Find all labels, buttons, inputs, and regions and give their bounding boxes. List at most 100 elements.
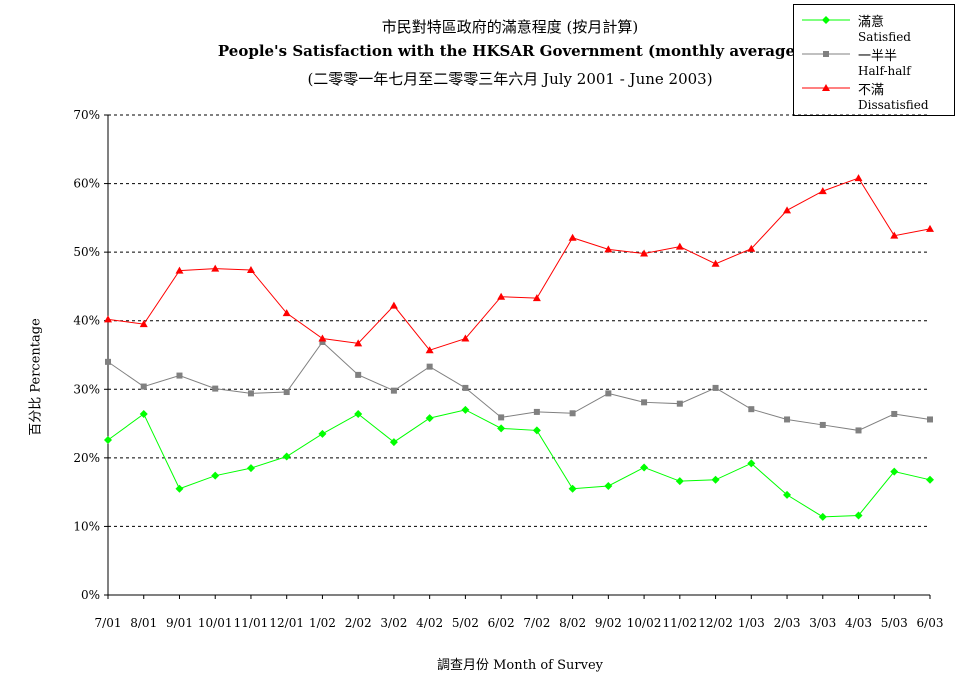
y-tick-label: 60% (73, 177, 100, 191)
x-axis-label: 調查月份 Month of Survey (436, 658, 604, 673)
legend-label-dissatisfied-zh: 不滿 (858, 83, 885, 98)
x-tick-label: 1/03 (738, 616, 765, 630)
x-tick-label: 4/02 (416, 616, 443, 630)
data-point-satisfied (139, 409, 148, 418)
data-point-dissatisfied (747, 244, 756, 252)
data-point-satisfied (783, 490, 792, 499)
data-point-satisfied (246, 464, 255, 473)
data-point-dissatisfied (532, 294, 541, 302)
x-tick-label: 2/03 (774, 616, 801, 630)
chart-subtitle-range: (二零零一年七月至二零零三年六月 July 2001 - June 2003) (307, 70, 713, 88)
data-point-satisfied (747, 459, 756, 468)
x-tick-label: 1/02 (309, 616, 336, 630)
legend-label-half-half-en: Half-half (858, 64, 911, 78)
y-tick-label: 70% (73, 108, 100, 122)
data-point-dissatisfied (389, 301, 398, 309)
series-line-satisfied (107, 409, 931, 518)
data-point-satisfied (175, 484, 184, 493)
x-tick-label: 10/02 (627, 616, 662, 630)
data-point-half-half (819, 421, 826, 428)
y-tick-label: 30% (73, 382, 100, 396)
x-tick-label: 6/02 (488, 616, 515, 630)
data-point-half-half (105, 358, 111, 365)
data-point-dissatisfied (640, 249, 649, 257)
data-point-half-half (390, 387, 397, 394)
x-tick-label: 12/01 (269, 616, 304, 630)
data-point-dissatisfied (675, 242, 684, 250)
legend-item-half-half: 一半半 Half-half (802, 45, 952, 81)
legend-label-satisfied-en: Satisfied (858, 30, 911, 44)
data-point-half-half (247, 390, 254, 397)
data-point-satisfied (926, 475, 934, 484)
data-point-half-half (748, 406, 755, 413)
data-point-satisfied (104, 436, 112, 445)
data-point-half-half (533, 408, 540, 415)
x-tick-label: 5/03 (881, 616, 908, 630)
data-point-dissatisfied (818, 187, 827, 195)
data-point-satisfied (318, 429, 327, 438)
data-point-dissatisfied (104, 315, 112, 323)
data-point-half-half (784, 416, 791, 423)
data-point-dissatisfied (783, 206, 792, 214)
data-point-satisfied (354, 409, 363, 418)
data-point-satisfied (461, 405, 470, 414)
x-tick-label: 11/01 (234, 616, 269, 630)
data-point-satisfied (211, 471, 220, 480)
legend-swatch-satisfied (802, 16, 850, 24)
data-point-half-half (426, 363, 433, 370)
legend-label-satisfied-zh: 滿意 (858, 15, 885, 30)
data-point-dissatisfied (497, 292, 506, 300)
data-point-dissatisfied (354, 339, 363, 347)
y-tick-label: 20% (73, 451, 100, 465)
data-point-dissatisfied (604, 245, 613, 253)
x-tick-label: 9/01 (166, 616, 193, 630)
data-point-satisfied (425, 414, 434, 423)
x-tick-label: 8/02 (559, 616, 586, 630)
data-point-half-half (319, 338, 326, 345)
y-tick-label: 40% (73, 314, 100, 328)
data-point-dissatisfied (461, 334, 470, 342)
x-tick-label: 7/02 (523, 616, 550, 630)
data-point-satisfied (818, 512, 827, 521)
chart-subtitle: People's Satisfaction with the HKSAR Gov… (217, 42, 803, 60)
data-point-dissatisfied (711, 259, 720, 267)
x-tick-label: 8/01 (130, 616, 157, 630)
x-tick-label: 12/02 (698, 616, 733, 630)
y-tick-label: 50% (73, 245, 100, 259)
data-point-dissatisfied (425, 346, 434, 354)
data-point-satisfied (890, 467, 899, 476)
x-tick-label: 6/03 (917, 616, 944, 630)
data-point-satisfied (532, 426, 541, 435)
data-point-satisfied (711, 475, 720, 484)
data-point-half-half (676, 400, 683, 407)
data-point-dissatisfied (890, 231, 899, 239)
data-point-satisfied (568, 484, 577, 493)
series-line-half-half (107, 341, 931, 431)
data-point-half-half (641, 399, 648, 406)
x-tick-label: 7/01 (95, 616, 122, 630)
data-point-half-half (927, 416, 933, 423)
data-point-dissatisfied (139, 320, 148, 328)
series-line-dissatisfied (107, 177, 931, 351)
data-point-dissatisfied (246, 265, 255, 273)
x-tick-label: 5/02 (452, 616, 479, 630)
data-point-half-half (498, 414, 505, 421)
data-point-half-half (569, 410, 576, 417)
data-point-half-half (355, 371, 362, 378)
x-tick-label: 10/01 (198, 616, 233, 630)
x-tick-label: 3/03 (809, 616, 836, 630)
data-point-satisfied (604, 481, 613, 490)
data-point-dissatisfied (854, 174, 863, 182)
data-point-half-half (462, 384, 469, 391)
data-point-dissatisfied (926, 224, 934, 232)
data-point-dissatisfied (175, 266, 184, 274)
data-point-dissatisfied (318, 334, 327, 342)
data-point-dissatisfied (211, 264, 220, 272)
legend: 滿意 Satisfied 一半半 Half-half 不滿 Dissatisfi… (793, 4, 955, 116)
data-point-satisfied (282, 452, 291, 461)
legend-item-dissatisfied: 不滿 Dissatisfied (802, 79, 952, 115)
legend-swatch-dissatisfied (802, 84, 850, 91)
data-point-half-half (712, 384, 719, 391)
legend-label-dissatisfied-en: Dissatisfied (858, 98, 929, 112)
